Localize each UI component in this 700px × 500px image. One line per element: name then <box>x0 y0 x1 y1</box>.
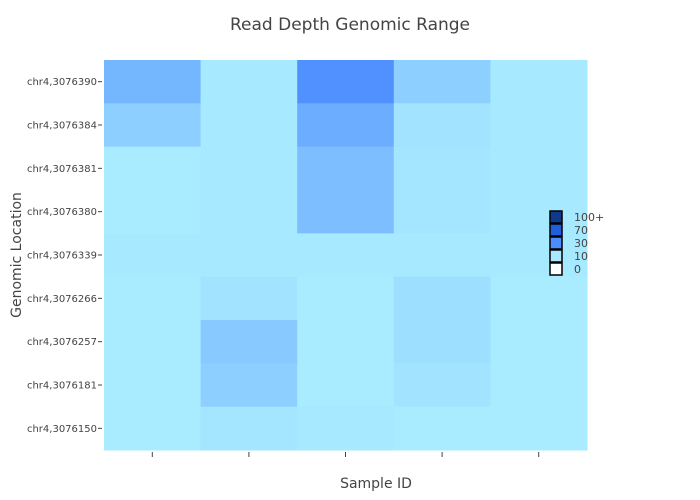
heatmap-cell <box>393 190 491 234</box>
heatmap-cell <box>104 276 202 321</box>
heatmap-cell <box>297 60 395 104</box>
heatmap-cell <box>393 103 491 148</box>
x-axis-ticks <box>151 452 540 457</box>
heatmap-cell <box>490 363 588 408</box>
heatmap-cell <box>490 406 588 451</box>
heatmap-cell <box>490 276 588 321</box>
legend-label: 10 <box>574 250 588 263</box>
heatmap-cell <box>200 406 298 451</box>
y-tick-label: chr4,3076384 <box>27 121 97 132</box>
heatmap-cell <box>200 320 298 364</box>
x-axis-title: Sample ID <box>340 476 412 492</box>
y-tick-label: chr4,3076266 <box>27 294 97 305</box>
heatmap-cell <box>393 233 491 278</box>
heatmap-cell <box>104 406 202 451</box>
y-tick-label: chr4,3076150 <box>27 424 97 435</box>
y-axis-title: Genomic Location <box>9 192 25 318</box>
heatmap-cell <box>200 233 298 278</box>
heatmap-cell <box>297 276 395 321</box>
y-tick-label: chr4,3076181 <box>27 381 97 392</box>
chart-title: Read Depth Genomic Range <box>230 15 470 35</box>
heatmap-cell <box>200 146 298 191</box>
heatmap-cell <box>200 276 298 321</box>
heatmap-cell <box>200 190 298 234</box>
legend-swatch <box>549 236 563 250</box>
heatmap-cell <box>490 146 588 191</box>
heatmap-cells <box>104 60 588 451</box>
heatmap-cell <box>297 406 395 451</box>
legend-label: 30 <box>574 237 588 250</box>
heatmap-cell <box>104 363 202 408</box>
heatmap-cell <box>297 363 395 408</box>
legend-swatch <box>549 249 563 263</box>
heatmap-cell <box>104 103 202 148</box>
y-tick-label: chr4,3076381 <box>27 164 97 175</box>
heatmap-cell <box>104 60 202 104</box>
heatmap-cell <box>393 320 491 364</box>
y-axis-ticks: chr4,3076390 chr4,3076384 chr4,3076381 chr4… <box>27 77 102 435</box>
heatmap-cell <box>297 320 395 364</box>
legend-label: 70 <box>574 224 588 237</box>
legend-swatch <box>549 262 563 276</box>
y-tick-label: chr4,3076380 <box>27 207 97 218</box>
heatmap-cell <box>104 320 202 364</box>
legend-label: 100+ <box>574 211 604 224</box>
heatmap-cell <box>490 60 588 104</box>
heatmap-cell <box>490 103 588 148</box>
heatmap-cell <box>297 103 395 148</box>
heatmap-cell <box>200 363 298 408</box>
heatmap-cell <box>297 233 395 278</box>
y-tick-label: chr4,3076257 <box>27 337 97 348</box>
heatmap-cell <box>393 406 491 451</box>
heatmap-cell <box>393 363 491 408</box>
heatmap-cell <box>297 190 395 234</box>
heatmap-cell <box>104 233 202 278</box>
legend-label: 0 <box>574 263 581 276</box>
legend-swatch <box>549 210 563 224</box>
heatmap-cell <box>393 276 491 321</box>
heatmap-cell <box>393 146 491 191</box>
heatmap-cell <box>104 146 202 191</box>
legend-swatch <box>549 223 563 237</box>
heatmap-cell <box>297 146 395 191</box>
heatmap-cell <box>393 60 491 104</box>
y-tick-label: chr4,3076339 <box>27 251 97 262</box>
heatmap-cell <box>104 190 202 234</box>
y-tick-label: chr4,3076390 <box>27 77 97 88</box>
heatmap-cell <box>490 190 588 234</box>
heatmap-cell <box>200 60 298 104</box>
heatmap-cell <box>200 103 298 148</box>
heatmap-cell <box>490 233 588 278</box>
heatmap-cell <box>490 320 588 364</box>
